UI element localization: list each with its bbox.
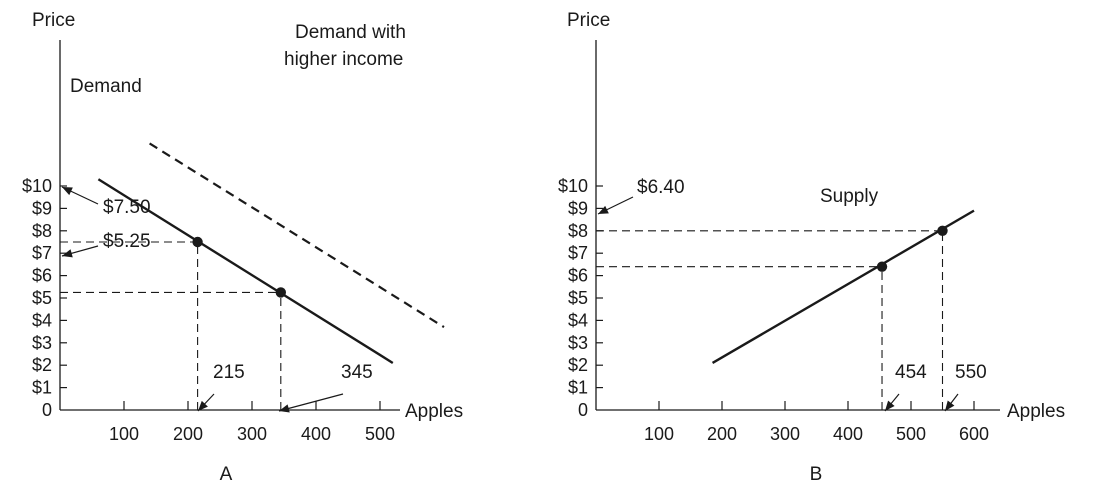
y-value-label: $6.40 (637, 177, 685, 198)
y-tick-label: $5 (568, 288, 588, 308)
series-label: Supply (820, 186, 879, 207)
y-value-label: $5.25 (103, 231, 151, 252)
series-label: Demand (70, 76, 142, 97)
x-tick-label: 500 (896, 424, 926, 444)
data-point (876, 261, 888, 272)
series-line-0 (711, 209, 975, 364)
y-tick-label: $3 (568, 333, 588, 353)
y-tick-label: $7 (568, 243, 588, 263)
x-tick-label: 300 (770, 424, 800, 444)
panel-label: B (810, 464, 823, 485)
y-tick-label: $2 (32, 355, 52, 375)
y-tick-label: $8 (32, 221, 52, 241)
y-value-arrow-head (62, 249, 73, 258)
y-tick-label: $2 (568, 355, 588, 375)
x-axis-label: Apples (1007, 401, 1065, 422)
y-value-arrow-head (598, 205, 609, 214)
x-value-label: 454 (895, 362, 927, 383)
x-value-arrow-head (198, 400, 208, 411)
data-point (275, 287, 286, 298)
y-tick-label: $5 (32, 288, 52, 308)
y-tick-label: $4 (568, 310, 588, 330)
data-point (937, 225, 948, 236)
x-tick-label: 100 (644, 424, 674, 444)
x-value-label: 345 (341, 362, 373, 383)
series-line-0 (97, 178, 394, 364)
y-tick-label: $9 (32, 198, 52, 218)
series-line-1 (149, 142, 445, 329)
x-tick-label: 100 (109, 424, 139, 444)
x-axis-label: Apples (405, 401, 463, 422)
y-tick-label: 0 (42, 400, 52, 420)
panel-label: A (220, 464, 233, 485)
data-point (192, 236, 203, 248)
panel-b: 0$1 $2$3 $4$5$6 $7$8 $9$10 100 200 300 400 500 600… (558, 10, 1065, 485)
x-value-arrow-head (885, 400, 895, 411)
x-value-arrow-head (279, 404, 290, 413)
x-tick-label: 300 (237, 424, 267, 444)
x-value-arrow (278, 393, 344, 412)
y-tick-label: $4 (32, 310, 52, 330)
y-axis-label: Price (32, 10, 75, 31)
x-tick-label: 200 (707, 424, 737, 444)
x-value-label: 550 (955, 362, 987, 383)
y-tick-label: $3 (32, 333, 52, 353)
x-tick-label: 200 (173, 424, 203, 444)
panel-a: 0$1 $2$3 $4$5$6 $7$8 $9$10 100 200 300 400 500 Pri… (22, 10, 463, 485)
y-axis-label: Price (567, 10, 610, 31)
y-tick-label: $1 (32, 378, 52, 398)
x-tick-label: 500 (365, 424, 395, 444)
series-label: Demand with higher income (284, 22, 406, 70)
y-tick-label: $10 (558, 176, 588, 196)
x-value-arrow-head (945, 400, 955, 411)
x-tick-label: 400 (833, 424, 863, 444)
x-value-label: 215 (213, 362, 245, 383)
y-tick-label: $9 (568, 198, 588, 218)
y-tick-label: $6 (568, 266, 588, 286)
y-tick-label: $10 (22, 176, 52, 196)
y-value-arrow-head (62, 187, 73, 196)
y-tick-label: $7 (32, 243, 52, 263)
y-tick-label: 0 (578, 400, 588, 420)
y-tick-label: $1 (568, 378, 588, 398)
x-tick-label: 600 (959, 424, 989, 444)
y-tick-label: $6 (32, 266, 52, 286)
x-tick-label: 400 (301, 424, 331, 444)
y-value-label: $7.50 (103, 197, 151, 218)
y-tick-label: $8 (568, 221, 588, 241)
